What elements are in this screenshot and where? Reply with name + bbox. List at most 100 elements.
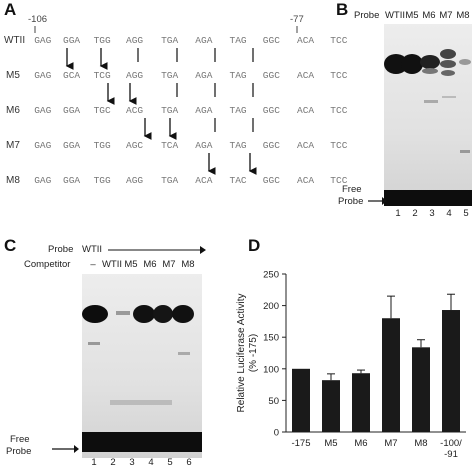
panel-c-lane-label: WTII	[101, 259, 123, 270]
x-category-label: M5	[324, 438, 337, 449]
panel-b-gel-bands	[384, 49, 472, 206]
y-tick-label: 250	[263, 270, 279, 281]
x-category-label: -91	[444, 449, 458, 460]
panel-b-lane-number: 4	[446, 208, 452, 219]
luciferase-bar-chart: 0 50 100 150 200 250 Relative Luciferase Activ…	[236, 270, 466, 460]
codon-cell: ACA	[297, 105, 315, 116]
panel-b-probe-label: Probe	[354, 10, 380, 21]
panel-b-lane-number: 1	[395, 208, 401, 219]
panel-c-lane-label: M7	[162, 259, 176, 270]
codon-cell: ACA	[195, 175, 213, 186]
codon-cell: GGC	[262, 35, 280, 46]
codon-cell: ACG	[126, 105, 144, 116]
codon-cell: GGC	[262, 70, 280, 81]
y-tick-label: 50	[268, 396, 279, 407]
codon-cell: AGA	[195, 105, 213, 116]
codon-cell: AGA	[195, 70, 213, 81]
y-tick-label: 0	[274, 428, 279, 439]
panel-c-free-probe-arrow	[52, 445, 79, 453]
panel-b-free-probe-arrow	[368, 197, 387, 205]
codon-cell: AGA	[195, 140, 213, 151]
codon-cell: GAG	[34, 140, 52, 151]
codon-cell: TGG	[93, 175, 111, 186]
codon-cell: GGA	[63, 35, 81, 46]
panel-b-gel	[384, 24, 472, 206]
position-end-label: -77	[290, 14, 304, 25]
codon-cell: AGG	[126, 35, 144, 46]
bar-10091	[442, 310, 460, 432]
codon-cell: ACA	[297, 70, 315, 81]
codon-cell: GGC	[262, 175, 280, 186]
codon-cell: TGA	[161, 105, 179, 116]
codon-cell: AGG	[126, 175, 144, 186]
codon-cell: TCG	[93, 70, 111, 81]
codon-cell: TGG	[93, 140, 111, 151]
panel-b-lane-label: M5	[405, 10, 419, 21]
codon-cell: TGG	[93, 35, 111, 46]
panel-b-free-label: Free	[342, 184, 362, 195]
bar-m6	[352, 373, 370, 432]
codon-cell: GGC	[262, 140, 280, 151]
panel-b-lane-number: 2	[412, 208, 418, 219]
position-tick-marks	[34, 26, 298, 33]
seq-label-m5: M5	[6, 70, 20, 81]
panel-c-competitor-label: Competitor	[24, 259, 71, 270]
y-axis-label: Relative Luciferase Activity(% -175)	[236, 294, 259, 413]
panel-c-gel	[82, 274, 202, 458]
codon-cell: GGA	[63, 105, 81, 116]
panel-c-lane-number: 4	[148, 457, 154, 468]
codon-cell: AGA	[195, 35, 213, 46]
panel-c-lane-number: 6	[186, 457, 192, 468]
codon-cell: ACA	[297, 35, 315, 46]
bar-m5	[322, 380, 340, 432]
codon-cell: GAG	[34, 70, 52, 81]
panel-c-free-label: Free	[10, 434, 30, 445]
codon-cell: ACA	[297, 140, 315, 151]
codon-cell: GGA	[63, 175, 81, 186]
seq-label-m8: M8	[6, 175, 20, 186]
codon-cell: GAG	[34, 105, 52, 116]
panel-b-probe-bottom-label: Probe	[338, 196, 364, 207]
codon-cell: TCC	[330, 105, 348, 116]
panel-c-lane-label: M6	[143, 259, 157, 270]
panel-c-lane-number: 5	[167, 457, 173, 468]
codon-cell: TCC	[330, 35, 348, 46]
seq-label-m7: M7	[6, 140, 20, 151]
panel-c-probe-label: Probe	[48, 244, 74, 255]
codon-cell: TGA	[161, 70, 179, 81]
y-tick-label: 100	[263, 364, 279, 375]
seq-label-wtii: WTII	[4, 35, 26, 46]
codon-cell: TGA	[161, 175, 179, 186]
panel-b-lane-label: M6	[422, 10, 436, 21]
panel-c-lane-number: 3	[129, 457, 135, 468]
codon-cell: GGC	[262, 105, 280, 116]
codon-cell: AGC	[126, 140, 144, 151]
panel-c-probe-arrow	[108, 246, 206, 254]
bar-m7	[382, 318, 400, 432]
panel-b-lane-number: 3	[429, 208, 435, 219]
codon-cell: TCC	[330, 70, 348, 81]
codon-cell: GAG	[34, 35, 52, 46]
panel-b-lane-label: WTII	[384, 10, 406, 21]
panel-c-lane-label: M8	[181, 259, 195, 270]
panel-c-letter: C	[4, 236, 17, 255]
panel-d-letter: D	[248, 236, 261, 255]
panel-b-lane-label: M8	[456, 10, 470, 21]
bar-175	[292, 368, 310, 432]
panel-b-lane-number: 5	[463, 208, 469, 219]
panel-c-lane-label: M5	[124, 259, 138, 270]
codon-cell: TAG	[229, 105, 247, 116]
codon-cell: GGA	[63, 140, 81, 151]
panel-b-letter: B	[336, 0, 349, 19]
codon-cell: AGG	[126, 70, 144, 81]
codon-cell: TGA	[161, 35, 179, 46]
codon-cell: TGC	[93, 105, 111, 116]
y-tick-label: 150	[263, 333, 279, 344]
codon-cell: TCC	[330, 175, 348, 186]
x-category-label: -175	[291, 438, 310, 449]
bar-m8	[412, 347, 430, 432]
panel-c-gel-bands	[82, 305, 202, 452]
codon-cell: TAG	[229, 140, 247, 151]
x-category-label: M8	[414, 438, 427, 449]
codon-cell: GAG	[34, 175, 52, 186]
